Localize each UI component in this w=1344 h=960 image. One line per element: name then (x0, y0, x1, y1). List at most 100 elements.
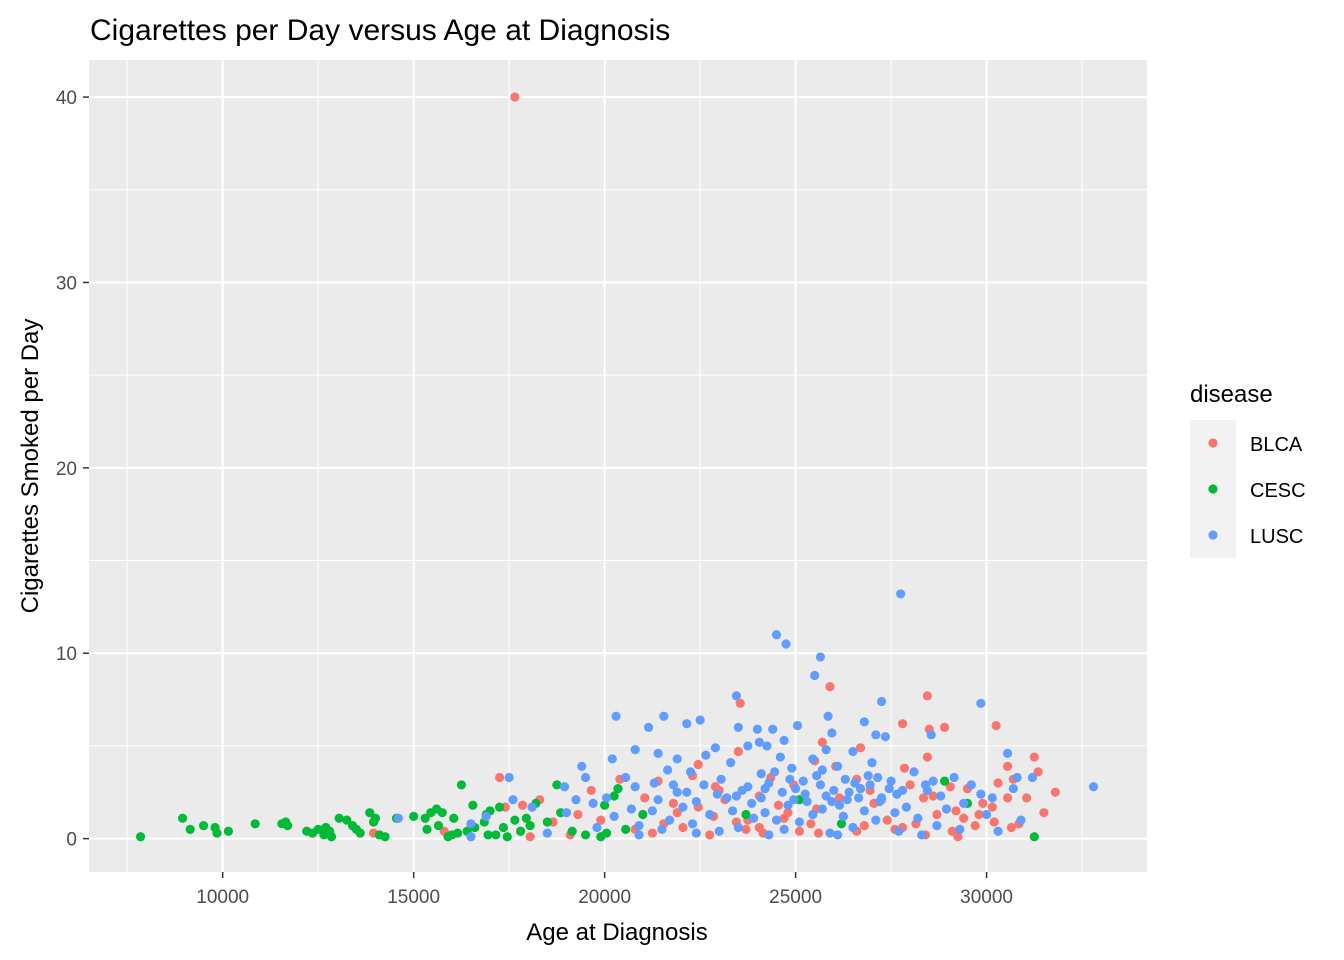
data-point-cesc (449, 813, 459, 823)
data-point-cesc (502, 832, 512, 842)
data-point-lusc (802, 796, 812, 807)
data-point-lusc (808, 754, 818, 764)
data-point-lusc (777, 787, 787, 797)
data-point-cesc (483, 830, 493, 840)
data-point-blca (897, 719, 908, 729)
data-point-blca (1002, 761, 1013, 771)
data-point-blca (974, 809, 984, 820)
data-point-lusc (817, 804, 827, 814)
data-point-lusc (812, 770, 822, 781)
data-point-lusc (481, 811, 491, 821)
data-point-cesc (212, 828, 222, 838)
data-point-lusc (668, 780, 678, 790)
data-point-cesc (516, 826, 526, 836)
data-point-lusc (976, 789, 986, 799)
data-point-lusc (685, 767, 696, 777)
data-point-lusc (653, 795, 663, 805)
data-point-lusc (716, 774, 726, 784)
data-point-lusc (561, 808, 572, 818)
data-point-cesc (313, 824, 323, 834)
data-point-lusc (630, 745, 640, 755)
data-point-lusc (580, 772, 591, 783)
data-point-lusc (752, 724, 763, 734)
data-point-lusc (756, 769, 766, 779)
data-point-cesc (836, 819, 847, 829)
data-point-cesc (1029, 832, 1039, 842)
data-point-lusc (657, 824, 667, 834)
data-point-lusc (896, 589, 906, 599)
data-point-lusc (779, 735, 789, 745)
data-point-blca (525, 832, 535, 842)
data-point-blca (922, 752, 932, 762)
data-point-cesc (621, 824, 631, 834)
legend-label-lusc: LUSC (1250, 526, 1303, 548)
data-point-cesc (342, 815, 352, 825)
data-point-lusc (754, 737, 764, 747)
data-point-blca (693, 759, 703, 770)
data-point-cesc (433, 821, 444, 831)
data-point-blca (918, 793, 929, 803)
data-point-blca (899, 763, 910, 773)
data-point-lusc (1012, 772, 1022, 783)
data-point-cesc (185, 824, 195, 834)
data-point-cesc (334, 813, 344, 823)
data-point-lusc (647, 806, 657, 816)
data-point-cesc (600, 800, 610, 810)
data-point-cesc (601, 828, 612, 838)
legend: disease BLCA CESC LUSC (1190, 381, 1306, 558)
data-point-lusc (821, 791, 831, 801)
data-point-blca (1039, 808, 1049, 818)
chart-title: Cigarettes per Day versus Age at Diagnos… (90, 14, 670, 47)
data-point-blca (1033, 767, 1043, 777)
data-point-lusc (731, 691, 742, 701)
data-point-blca (733, 746, 743, 757)
data-point-lusc (827, 796, 837, 807)
data-point-lusc (672, 754, 682, 764)
data-point-blca (517, 800, 528, 810)
data-point-cesc (525, 821, 535, 831)
data-point-lusc (726, 758, 736, 768)
data-point-lusc (792, 720, 803, 731)
data-point-lusc (659, 711, 669, 721)
data-point-lusc (653, 748, 663, 758)
data-point-lusc (928, 776, 938, 786)
data-point-lusc (854, 793, 864, 803)
legend-label-blca: BLCA (1250, 434, 1303, 456)
data-point-lusc (664, 815, 675, 825)
data-point-blca (640, 793, 650, 803)
data-point-lusc (936, 791, 946, 801)
data-point-blca (1050, 787, 1060, 797)
minor-gridlines (89, 60, 1147, 872)
x-tick-label: 10000 (196, 887, 249, 908)
data-point-blca (794, 826, 805, 836)
data-point-lusc (850, 778, 860, 788)
data-point-lusc (892, 789, 902, 799)
data-point-lusc (787, 763, 797, 773)
data-point-lusc (976, 698, 986, 708)
data-point-lusc (848, 746, 858, 757)
data-point-blca (1006, 822, 1017, 833)
data-point-lusc (922, 785, 932, 796)
data-point-lusc (626, 804, 636, 814)
data-point-blca (970, 821, 980, 831)
data-point-lusc (833, 830, 843, 840)
data-point-lusc (743, 782, 753, 792)
data-point-lusc (771, 630, 782, 640)
data-point-cesc (609, 791, 619, 801)
data-point-blca (510, 92, 520, 102)
data-point-cesc (580, 830, 591, 840)
data-point-lusc (894, 826, 904, 836)
y-tick-label: 40 (56, 88, 77, 109)
data-point-cesc (437, 808, 447, 818)
data-point-blca (773, 800, 784, 810)
data-point-lusc (827, 728, 837, 738)
data-point-cesc (510, 815, 520, 825)
data-point-blca (947, 826, 957, 836)
data-point-lusc (955, 824, 965, 834)
data-point-lusc (762, 741, 772, 751)
legend-key-blca (1208, 438, 1218, 448)
data-point-blca (825, 682, 835, 692)
data-point-lusc (909, 767, 919, 777)
data-point-lusc (609, 811, 619, 821)
